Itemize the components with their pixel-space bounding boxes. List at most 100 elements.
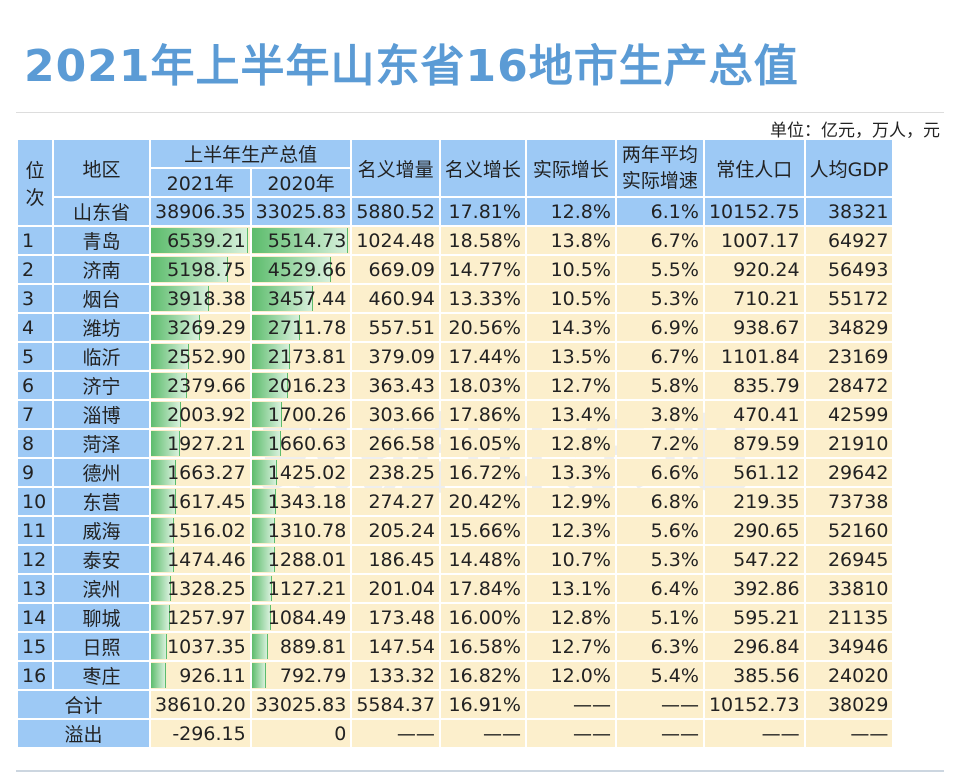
nominal-growth: 20.56%: [440, 314, 525, 341]
rank: 14: [18, 604, 52, 631]
gdp-2020-cell: 1700.26: [251, 401, 351, 428]
province-2021: 38906.35: [151, 198, 250, 225]
header-real-growth: 实际增长: [526, 140, 615, 196]
gdp-2021-value: 3269.29: [167, 316, 246, 339]
population: 296.84: [704, 633, 804, 660]
data-bar: [251, 605, 272, 630]
data-bar: [151, 605, 171, 630]
per-capita-gdp: 64927: [805, 227, 893, 254]
overflow-gdp-2020: 0: [251, 720, 351, 747]
gdp-2020-value: 3457.44: [267, 287, 347, 310]
header-two-year-avg: 两年平均实际增速: [616, 140, 703, 196]
table-row: 10 东营 1617.45 1343.18 274.27 20.42% 12.9% 6.8% 2…: [18, 488, 893, 515]
nominal-growth: 20.42%: [440, 488, 525, 515]
page-title: 2021年上半年山东省16地市生产总值: [24, 41, 799, 92]
gdp-2021-value: 1663.27: [167, 461, 246, 484]
table-row: 16 枣庄 926.11 792.79 133.32 16.82% 12.0% 5.4% 385…: [18, 662, 893, 689]
gdp-2021-cell: 3918.38: [151, 285, 250, 312]
gdp-2021-value: 6539.21: [167, 229, 246, 252]
table-row: 15 日照 1037.35 889.81 147.54 16.58% 12.7% 6.3% 29…: [18, 633, 893, 660]
two-year-avg: 6.4%: [616, 575, 703, 602]
nominal-growth: 18.58%: [440, 227, 525, 254]
gdp-2021-cell: 1474.46: [151, 546, 250, 573]
data-bar: [251, 344, 291, 369]
header-per-capita-gdp: 人均GDP: [805, 140, 893, 196]
nominal-increase: 201.04: [352, 575, 439, 602]
gdp-2020-value: 889.81: [279, 635, 347, 658]
nominal-increase: 460.94: [352, 285, 439, 312]
gdp-2020-cell: 792.79: [251, 662, 351, 689]
real-growth: 13.5%: [526, 343, 615, 370]
region-name: 枣庄: [54, 662, 149, 689]
two-year-avg: 5.8%: [616, 372, 703, 399]
population: 879.59: [704, 430, 804, 457]
per-capita-gdp: 55172: [805, 285, 893, 312]
region-name: 济宁: [54, 372, 149, 399]
data-bar: [151, 663, 166, 688]
population: 1007.17: [704, 227, 804, 254]
two-year-avg: 5.1%: [616, 604, 703, 631]
two-year-avg: 5.6%: [616, 517, 703, 544]
gdp-2021-value: 5198.75: [167, 258, 246, 281]
real-growth: 13.4%: [526, 401, 615, 428]
gdp-2020-cell: 1127.21: [251, 575, 351, 602]
rank: 1: [18, 227, 52, 254]
header-population: 常住人口: [704, 140, 804, 196]
data-bar: [251, 257, 332, 282]
two-year-avg: 5.3%: [616, 546, 703, 573]
region-name: 聊城: [54, 604, 149, 631]
nominal-increase: 147.54: [352, 633, 439, 660]
gdp-2020-value: 1343.18: [267, 490, 347, 513]
gdp-2021-cell: 2379.66: [151, 372, 250, 399]
data-bar: [251, 286, 313, 311]
rank: 6: [18, 372, 52, 399]
rank: 5: [18, 343, 52, 370]
two-year-avg: 6.6%: [616, 459, 703, 486]
nominal-increase: 669.09: [352, 256, 439, 283]
gdp-2020-value: 5514.73: [267, 229, 347, 252]
total-nominal-increase: 5584.37: [352, 691, 439, 718]
gdp-2020-value: 1660.63: [267, 432, 347, 455]
gdp-2020-value: 1288.01: [267, 548, 347, 571]
total-per-capita-gdp: 38029: [805, 691, 893, 718]
gdp-2021-value: 1927.21: [167, 432, 246, 455]
province-two-year: 6.1%: [616, 198, 703, 225]
province-real-growth: 12.8%: [526, 198, 615, 225]
gdp-2021-value: 2552.90: [167, 345, 246, 368]
table-row: 4 潍坊 3269.29 2711.78 557.51 20.56% 14.3% 6.9% 93…: [18, 314, 893, 341]
data-bar: [151, 518, 175, 543]
table-row: 9 德州 1663.27 1425.02 238.25 16.72% 13.3% 6.6% 56…: [18, 459, 893, 486]
region-name: 淄博: [54, 401, 149, 428]
two-year-avg: 3.8%: [616, 401, 703, 428]
population: 392.86: [704, 575, 804, 602]
nominal-growth: 17.44%: [440, 343, 525, 370]
gdp-2020-value: 4529.66: [267, 258, 347, 281]
overflow-per-capita-gdp: ——: [805, 720, 893, 747]
gdp-2021-value: 2379.66: [167, 374, 246, 397]
gdp-2021-value: 926.11: [179, 664, 246, 687]
population: 835.79: [704, 372, 804, 399]
gdp-2021-cell: 1328.25: [151, 575, 250, 602]
province-name: 山东省: [54, 198, 149, 225]
nominal-growth: 16.00%: [440, 604, 525, 631]
nominal-increase: 173.48: [352, 604, 439, 631]
unit-note: 单位：亿元，万人，元: [770, 121, 940, 141]
region-name: 德州: [54, 459, 149, 486]
table-row: 13 滨州 1328.25 1127.21 201.04 17.84% 13.1% 6.4% 3…: [18, 575, 893, 602]
population: 470.41: [704, 401, 804, 428]
per-capita-gdp: 21910: [805, 430, 893, 457]
region-name: 威海: [54, 517, 149, 544]
gdp-2021-cell: 2003.92: [151, 401, 250, 428]
per-capita-gdp: 28472: [805, 372, 893, 399]
rank: 4: [18, 314, 52, 341]
data-bar: [151, 402, 182, 427]
real-growth: 12.9%: [526, 488, 615, 515]
gdp-2020-value: 2016.23: [267, 374, 347, 397]
gdp-2020-cell: 1288.01: [251, 546, 351, 573]
data-bar: [251, 518, 276, 543]
per-capita-gdp: 56493: [805, 256, 893, 283]
nominal-growth: 13.33%: [440, 285, 525, 312]
per-capita-gdp: 21135: [805, 604, 893, 631]
gdp-2020-cell: 1425.02: [251, 459, 351, 486]
gdp-2021-cell: 1663.27: [151, 459, 250, 486]
